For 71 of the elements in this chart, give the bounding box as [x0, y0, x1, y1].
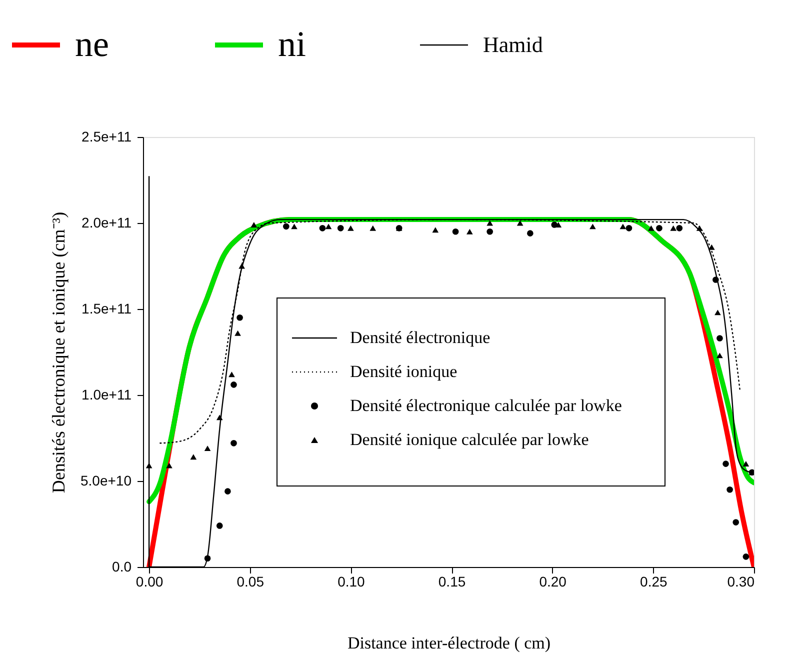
point	[716, 335, 723, 342]
x-tick-label: 0.15	[438, 574, 466, 590]
point	[452, 228, 459, 235]
x-tick-label: 0.20	[539, 574, 567, 590]
point	[486, 220, 493, 226]
point	[555, 222, 562, 228]
point	[466, 228, 473, 234]
legend-label: ne	[75, 24, 109, 64]
point	[250, 222, 258, 228]
point	[204, 446, 211, 452]
point	[714, 310, 721, 316]
point	[236, 314, 243, 321]
point	[626, 225, 632, 232]
point	[590, 224, 596, 230]
y-axis-title: Densités électronique et ionique (cm⁻³)	[48, 212, 69, 494]
point	[348, 225, 354, 231]
point	[648, 225, 654, 231]
legend-label: Densité électronique	[350, 328, 490, 347]
x-tick-label: 0.05	[236, 574, 264, 590]
y-tick-label: 0.0	[112, 558, 132, 574]
point	[676, 225, 683, 232]
point	[432, 227, 439, 233]
point	[230, 382, 237, 388]
point	[216, 414, 223, 420]
y-tick-label: 2.0e+11	[82, 214, 132, 230]
legend-label: Densité électronique calculée par lowke	[350, 396, 622, 415]
legend-label: ni	[278, 24, 306, 64]
point	[216, 522, 223, 529]
point	[712, 276, 719, 283]
point	[325, 224, 332, 230]
point	[283, 223, 290, 230]
point	[716, 352, 723, 358]
point	[370, 225, 376, 231]
x-tick-label: 0.00	[136, 574, 164, 590]
point	[722, 460, 729, 467]
y-tick-label: 1.0e+11	[82, 386, 132, 402]
point	[516, 220, 524, 226]
point	[228, 372, 235, 378]
point	[656, 225, 662, 232]
point	[486, 228, 493, 235]
point	[620, 224, 626, 230]
y-tick-label: 1.5e+11	[82, 300, 132, 316]
point	[224, 488, 231, 494]
x-tick-label: 0.30	[727, 574, 755, 590]
point	[708, 244, 715, 250]
point	[190, 454, 197, 460]
point	[732, 519, 740, 526]
legend-label: Densité ionique calculée par lowke	[350, 430, 589, 449]
point	[742, 461, 750, 467]
point	[238, 263, 245, 269]
point	[291, 224, 298, 230]
point	[527, 230, 534, 236]
x-tick-label: 0.10	[338, 574, 366, 590]
point	[670, 225, 676, 231]
point	[726, 486, 733, 493]
point	[230, 440, 237, 446]
point	[234, 330, 241, 336]
point	[204, 555, 211, 562]
x-axis-title: Distance inter-électrode ( cm)	[347, 634, 551, 652]
text: Hamid	[483, 32, 543, 57]
legend-label: Densité ionique	[350, 362, 458, 381]
point	[742, 554, 750, 560]
point	[337, 225, 344, 232]
point	[319, 225, 326, 232]
y-tick-label: 2.5e+11	[82, 128, 132, 144]
x-tick-label: 0.25	[640, 574, 668, 590]
y-tick-label: 5.0e+10	[80, 472, 132, 488]
point	[696, 225, 703, 231]
point	[551, 222, 558, 228]
point	[146, 462, 152, 468]
point	[166, 462, 172, 468]
